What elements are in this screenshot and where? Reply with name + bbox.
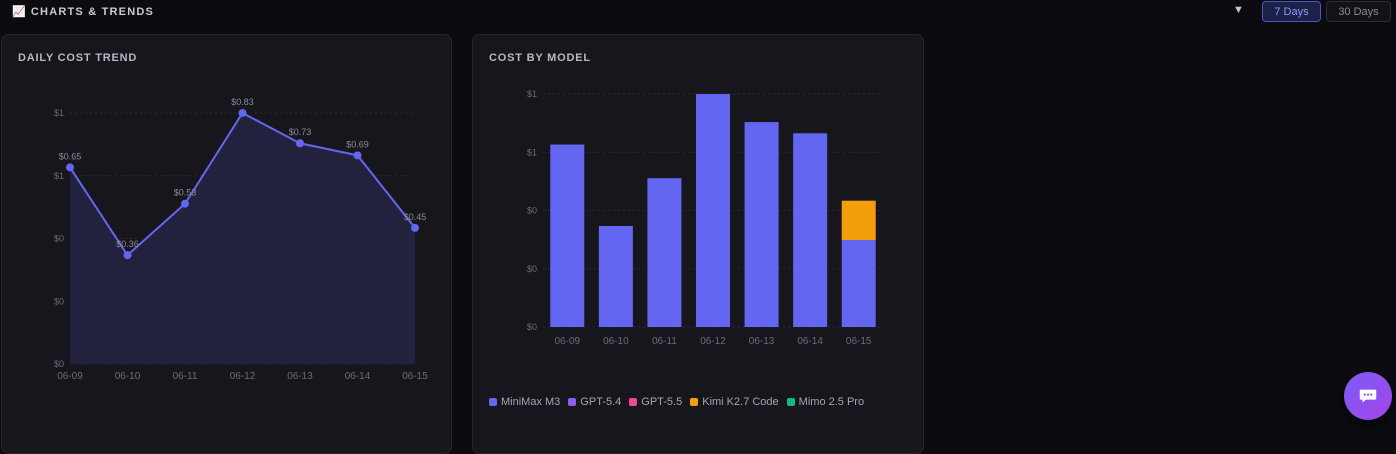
model-bar-segment: [550, 144, 585, 327]
daily-y-tick-label: $0: [54, 296, 64, 306]
daily-cost-title: DAILY COST TREND: [18, 52, 138, 64]
legend-label: GPT-5.4: [580, 396, 622, 408]
chat-bubble-icon: [1359, 389, 1377, 403]
model-bar-segment: [841, 200, 876, 240]
model-bar-segment: [744, 122, 779, 327]
daily-y-tick-label: $1: [54, 108, 64, 118]
model-bar-segment: [598, 225, 633, 327]
legend-swatch: [629, 398, 638, 406]
model-y-tick-label: $0: [527, 322, 537, 332]
daily-point: [353, 151, 362, 160]
model-y-tick-label: $0: [527, 264, 537, 274]
daily-area-fill: [70, 113, 415, 364]
cost-by-model-title: COST BY MODEL: [489, 52, 591, 64]
legend-item[interactable]: GPT-5.5: [629, 396, 682, 408]
chart-trend-icon: 📈: [12, 6, 27, 18]
charts-header: 📈 CHARTS & TRENDS ▼ 7 Days 30 Days: [0, 0, 1396, 24]
cost-by-model-card: COST BY MODEL $1 $1 $0 $0 $0 06-09 06-10 06-11 0…: [472, 34, 924, 454]
daily-point-label: $0.83: [231, 97, 254, 107]
daily-point-label: $0.73: [289, 127, 312, 137]
range-7-days-button[interactable]: 7 Days: [1262, 1, 1321, 22]
daily-point: [123, 251, 132, 260]
legend-label: Mimo 2.5 Pro: [798, 396, 865, 408]
daily-point-label: $0.65: [59, 151, 82, 161]
model-x-tick-label: 06-11: [652, 336, 677, 347]
legend-item[interactable]: Kimi K2.7 Code: [690, 396, 779, 408]
cost-by-model-chart: $1 $1 $0 $0 $0 06-09 06-10 06-11 06-12 06-13 06-14…: [527, 89, 883, 347]
section-title-text: CHARTS & TRENDS: [30, 5, 155, 18]
daily-point-label: $0.69: [346, 139, 369, 149]
model-y-tick-label: $0: [527, 206, 537, 216]
daily-y-tick-label: $0: [54, 234, 64, 244]
daily-y-tick-label: $0: [54, 359, 64, 369]
model-bar-segment: [841, 239, 876, 327]
model-x-tick-label: 06-15: [846, 336, 872, 347]
model-x-tick-label: 06-14: [797, 336, 823, 347]
daily-point-label: $0.53: [174, 188, 197, 198]
model-bar-segment: [793, 133, 828, 327]
daily-cost-card: DAILY COST TREND $1 $1 $0 $0 $0 $0.65 06-09 $0.…: [1, 34, 452, 454]
model-x-tick-label: 06-13: [749, 336, 775, 347]
model-x-tick-label: 06-12: [700, 336, 726, 347]
model-y-tick-label: $1: [527, 147, 537, 157]
legend-item[interactable]: Mimo 2.5 Pro: [786, 396, 865, 408]
daily-point: [296, 139, 304, 148]
legend-swatch: [489, 398, 497, 406]
daily-point: [411, 223, 419, 232]
chat-button[interactable]: [1344, 372, 1392, 420]
daily-point: [66, 163, 74, 172]
daily-x-tick-label: 06-14: [345, 371, 371, 382]
daily-x-tick-label: 06-09: [57, 371, 83, 382]
daily-point: [238, 109, 247, 117]
daily-point-label: $0.45: [404, 212, 427, 222]
model-x-tick-label: 06-10: [603, 336, 629, 347]
daily-x-tick-label: 06-13: [287, 371, 313, 382]
legend-label: MiniMax M3: [501, 396, 561, 408]
model-bar-segment: [696, 94, 730, 327]
model-y-tick-label: $1: [527, 89, 537, 99]
legend-label: Kimi K2.7 Code: [702, 396, 779, 408]
daily-x-tick-label: 06-10: [115, 371, 141, 382]
daily-cost-chart: $1 $1 $0 $0 $0 $0.65 06-09 $0.36 06-10 $0.53 06-11…: [54, 97, 428, 382]
legend-item[interactable]: MiniMax M3: [489, 396, 560, 408]
daily-y-tick-label: $1: [54, 171, 64, 181]
legend-swatch: [690, 398, 699, 406]
legend-item[interactable]: GPT-5.4: [568, 396, 621, 408]
section-title: 📈 CHARTS & TRENDS: [12, 5, 155, 19]
daily-point: [181, 199, 189, 208]
model-bar-segment: [647, 178, 682, 327]
legend-label: GPT-5.5: [641, 396, 683, 408]
legend-swatch: [786, 398, 795, 406]
chart-legend: MiniMax M3 GPT-5.4 GPT-5.5 Kimi K2.7 Code Mi…: [489, 396, 864, 408]
daily-x-tick-label: 06-11: [173, 371, 198, 382]
daily-point-label: $0.36: [116, 239, 139, 249]
daily-x-tick-label: 06-15: [402, 371, 428, 382]
range-30-days-button[interactable]: 30 Days: [1326, 1, 1391, 22]
collapse-toggle-icon[interactable]: ▼: [1233, 4, 1244, 16]
daily-x-tick-label: 06-12: [230, 371, 256, 382]
legend-swatch: [568, 398, 577, 406]
model-x-tick-label: 06-09: [554, 336, 580, 347]
